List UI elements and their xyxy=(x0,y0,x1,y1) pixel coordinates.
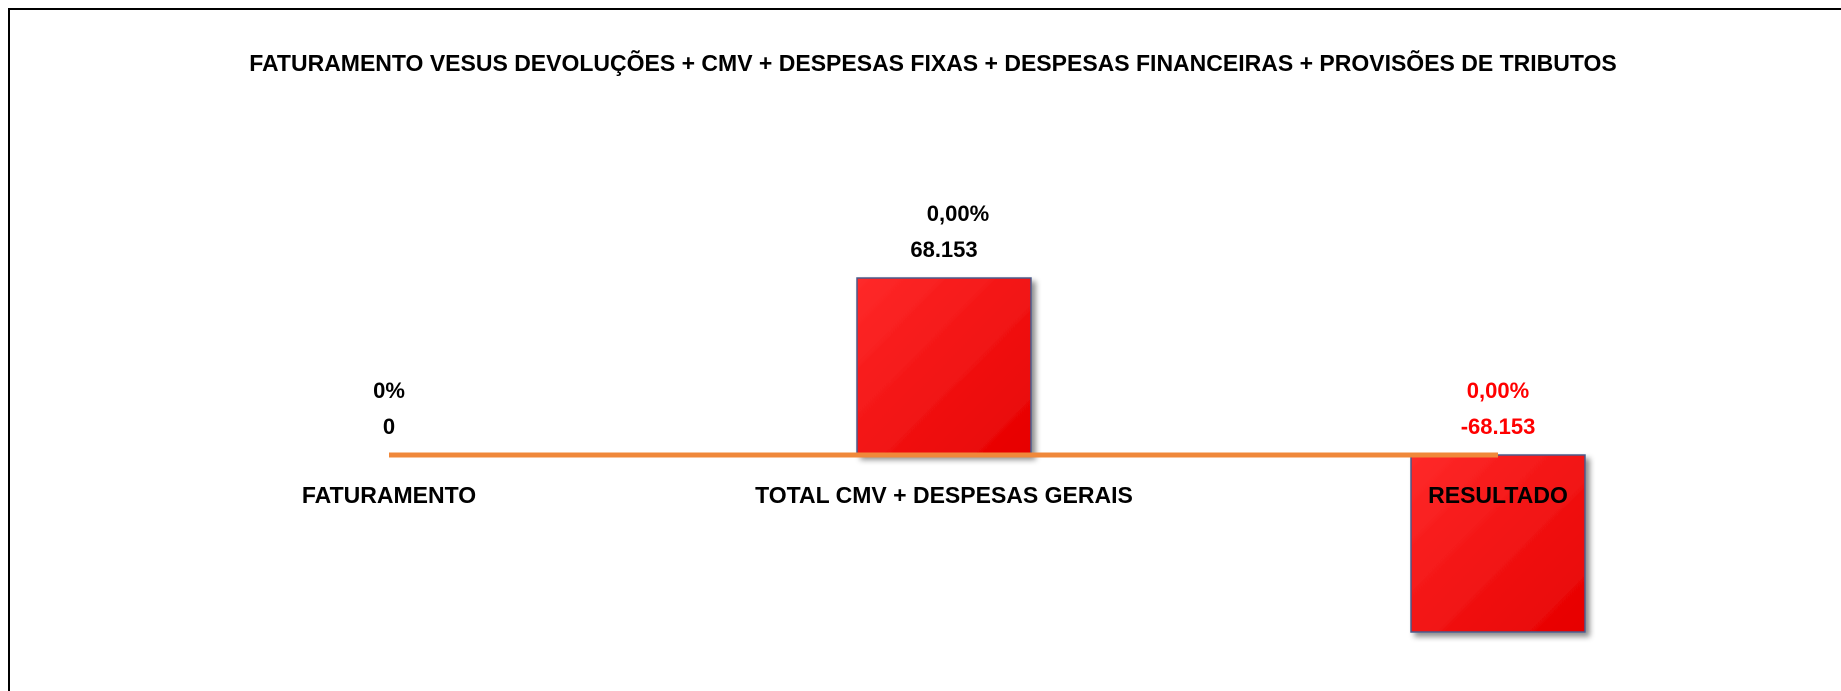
bar xyxy=(1410,454,1586,633)
category-label: TOTAL CMV + DESPESAS GERAIS xyxy=(755,482,1133,508)
percent-label: 0% xyxy=(373,378,405,403)
percent-label: 0,00% xyxy=(927,201,989,226)
value-label: -68.153 xyxy=(1461,414,1536,439)
percent-label: 0,00% xyxy=(1467,378,1529,403)
category-label: FATURAMENTO xyxy=(302,482,476,508)
value-label: 68.153 xyxy=(910,237,977,262)
chart-title: FATURAMENTO VESUS DEVOLUÇÕES + CMV + DES… xyxy=(249,49,1617,76)
category-label: RESULTADO xyxy=(1428,482,1568,508)
value-label: 0 xyxy=(383,414,395,439)
bar xyxy=(856,277,1032,456)
